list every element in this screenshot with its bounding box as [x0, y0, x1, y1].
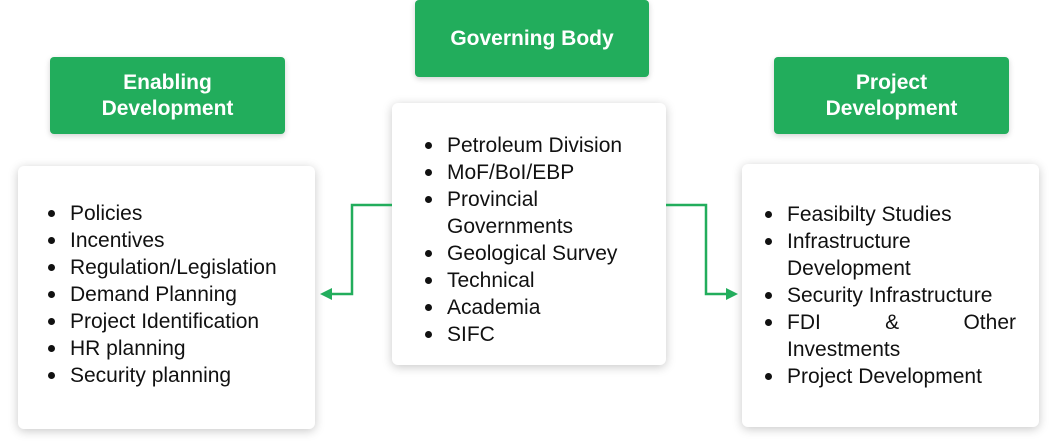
list-item: HR planning: [45, 335, 277, 362]
governing-body-list: Petroleum Division MoF/BoI/EBP Provincia…: [422, 132, 622, 348]
investments-word: Investments: [787, 338, 901, 361]
right-arrowhead-icon: [726, 288, 738, 300]
project-development-card: Feasibilty Studies Infrastructure Develo…: [742, 164, 1039, 427]
enabling-development-title: Enabling Development: [101, 70, 234, 120]
list-item: Feasibilty Studies: [762, 201, 1016, 228]
list-item: Project Identification: [45, 308, 277, 335]
ampersand-word: &: [885, 311, 900, 334]
list-item: Demand Planning: [45, 281, 277, 308]
list-item: Policies: [45, 200, 277, 227]
project-development-list: Feasibilty Studies Infrastructure Develo…: [762, 201, 1016, 390]
enabling-development-header: Enabling Development: [50, 57, 285, 134]
governing-body-card: Petroleum Division MoF/BoI/EBP Provincia…: [392, 103, 666, 365]
list-item: Infrastructure Development: [762, 228, 937, 282]
left-arrowhead-icon: [320, 288, 332, 300]
fdi-line: FDI & Other: [787, 309, 1016, 336]
list-item: Provincial Governments: [422, 186, 597, 240]
list-item: Academia: [422, 294, 622, 321]
left-connector-line: [330, 203, 392, 296]
list-item: Security Infrastructure: [762, 282, 1016, 309]
list-item: Incentives: [45, 227, 277, 254]
governing-body-header: Governing Body: [415, 0, 649, 77]
enabling-development-list: Policies Incentives Regulation/Legislati…: [45, 200, 277, 389]
list-item: Geological Survey: [422, 240, 622, 267]
right-connector-line: [666, 203, 727, 296]
list-item: MoF/BoI/EBP: [422, 159, 622, 186]
list-item: Technical: [422, 267, 622, 294]
list-item: Regulation/Legislation: [45, 254, 277, 281]
governing-body-title: Governing Body: [450, 26, 614, 50]
list-item-fdi: FDI & Other Investments: [762, 309, 1016, 363]
list-item: Project Development: [762, 363, 1016, 390]
other-word: Other: [963, 311, 1016, 334]
list-item: SIFC: [422, 321, 622, 348]
list-item: Security planning: [45, 362, 277, 389]
project-development-title: Project Development: [825, 70, 958, 120]
enabling-development-card: Policies Incentives Regulation/Legislati…: [18, 166, 315, 429]
list-item: Petroleum Division: [422, 132, 622, 159]
project-development-header: Project Development: [774, 57, 1009, 134]
fdi-word: FDI: [787, 311, 821, 334]
